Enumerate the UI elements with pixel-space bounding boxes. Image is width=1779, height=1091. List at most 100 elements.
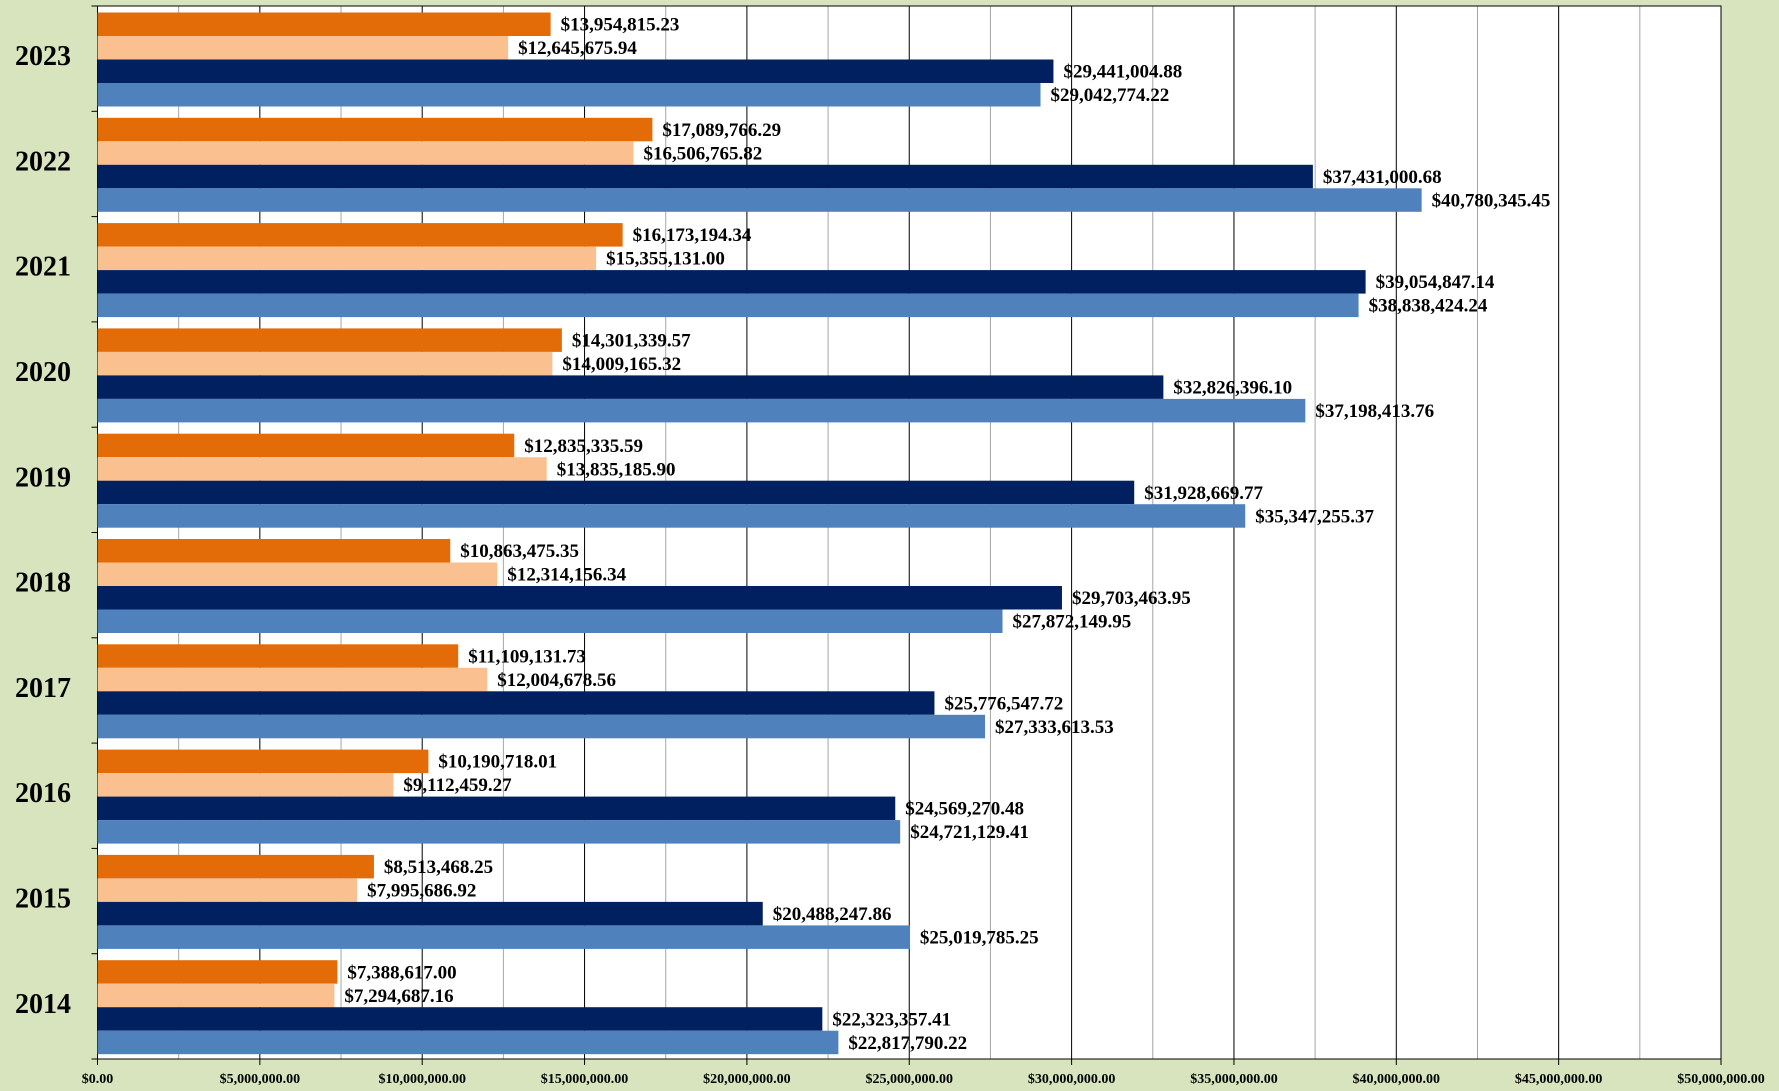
- value-label: $25,019,785.25: [920, 928, 1039, 949]
- y-tick-label: 2018: [15, 568, 71, 599]
- bar: [97, 164, 1313, 189]
- bar: [97, 796, 896, 821]
- y-tick-label: 2019: [15, 462, 71, 493]
- value-label: $10,863,475.35: [460, 541, 579, 562]
- y-tick-label: 2022: [15, 146, 71, 177]
- value-label: $7,995,686.92: [367, 881, 476, 902]
- x-tick-label: $30,000,000.00: [1028, 1072, 1116, 1087]
- y-tick-label: 2017: [15, 673, 71, 704]
- bar: [97, 480, 1135, 505]
- value-label: $12,835,335.59: [524, 436, 643, 457]
- value-label: $13,835,185.90: [557, 459, 676, 480]
- bar: [97, 983, 335, 1008]
- bar: [97, 188, 1422, 212]
- x-tick-label: $5,000,000.00: [220, 1072, 301, 1087]
- x-tick-label: $0.00: [82, 1072, 114, 1087]
- bar: [97, 1030, 839, 1055]
- value-label: $14,009,165.32: [562, 354, 681, 375]
- bar: [97, 246, 597, 271]
- bar: [97, 270, 1366, 294]
- value-label: $8,513,468.25: [384, 857, 493, 878]
- bar: [97, 398, 1306, 423]
- bar: [97, 609, 1003, 633]
- x-tick-label: $50,000,000.00: [1677, 1072, 1765, 1087]
- x-tick-label: $35,000,000.00: [1190, 1072, 1278, 1087]
- value-label: $9,112,459.27: [403, 775, 512, 796]
- y-tick-label: 2016: [15, 778, 71, 809]
- value-label: $29,703,463.95: [1072, 588, 1191, 609]
- x-tick-label: $20,000,000.00: [703, 1072, 791, 1087]
- bar: [97, 854, 374, 879]
- value-label: $27,872,149.95: [1013, 612, 1132, 633]
- value-label: $24,569,270.48: [905, 799, 1024, 820]
- value-label: $11,109,131.73: [468, 646, 586, 667]
- y-tick-label: 2014: [15, 989, 71, 1020]
- bar: [97, 562, 498, 586]
- bar: [97, 539, 451, 563]
- value-label: $17,089,766.29: [662, 120, 781, 141]
- bar: [97, 293, 1359, 318]
- bar: [97, 433, 515, 458]
- value-label: $31,928,669.77: [1144, 483, 1263, 504]
- value-label: $12,314,156.34: [507, 565, 626, 586]
- bar: [97, 586, 1062, 610]
- bar: [97, 644, 459, 668]
- value-label: $7,388,617.00: [347, 962, 456, 983]
- value-label: $29,441,004.88: [1063, 62, 1182, 83]
- value-label: $15,355,131.00: [606, 249, 725, 270]
- value-label: $22,817,790.22: [848, 1033, 967, 1054]
- y-tick-label: 2020: [15, 357, 71, 388]
- bar: [97, 1007, 823, 1031]
- bar: [97, 328, 562, 352]
- x-tick-label: $15,000,000.00: [541, 1072, 629, 1087]
- bar: [97, 820, 901, 844]
- value-label: $40,780,345.45: [1432, 190, 1551, 211]
- value-label: $10,190,718.01: [438, 752, 557, 773]
- bar: [97, 749, 429, 774]
- x-tick-label: $25,000,000.00: [866, 1072, 954, 1087]
- value-label: $37,431,000.68: [1323, 167, 1442, 188]
- bar: [97, 223, 623, 247]
- value-label: $16,173,194.34: [633, 225, 752, 246]
- bar: [97, 83, 1041, 107]
- bar: [97, 878, 358, 902]
- value-label: $12,645,675.94: [518, 38, 637, 59]
- bar: [97, 901, 763, 926]
- bar: [97, 351, 553, 376]
- value-label: $29,042,774.22: [1051, 85, 1170, 106]
- bar: [97, 667, 488, 692]
- value-label: $32,826,396.10: [1173, 378, 1292, 399]
- bar: [97, 504, 1246, 528]
- bar: [97, 457, 547, 481]
- bar: [97, 141, 634, 165]
- bar: [97, 960, 338, 984]
- y-tick-label: 2023: [15, 41, 71, 72]
- value-label: $16,506,765.82: [643, 143, 762, 164]
- value-label: $38,838,424.24: [1369, 296, 1488, 317]
- value-label: $22,323,357.41: [832, 1009, 951, 1030]
- value-label: $20,488,247.86: [773, 904, 892, 925]
- x-tick-label: $45,000,000.00: [1515, 1072, 1603, 1087]
- bar: [97, 691, 935, 715]
- value-label: $7,294,687.16: [344, 986, 453, 1007]
- x-tick-label: $10,000,000.00: [378, 1072, 466, 1087]
- bar: [97, 375, 1164, 399]
- bar: [97, 36, 509, 60]
- value-label: $39,054,847.14: [1376, 272, 1495, 293]
- bar: [97, 59, 1054, 83]
- bar: [97, 714, 986, 739]
- x-tick-label: $40,000,000.00: [1353, 1072, 1441, 1087]
- value-label: $25,776,547.72: [944, 693, 1063, 714]
- value-label: $35,347,255.37: [1255, 506, 1374, 527]
- value-label: $14,301,339.57: [572, 331, 691, 352]
- value-label: $13,954,815.23: [561, 15, 680, 36]
- bar: [97, 12, 551, 36]
- value-label: $24,721,129.41: [910, 822, 1029, 843]
- value-label: $12,004,678.56: [497, 670, 616, 691]
- value-label: $37,198,413.76: [1315, 401, 1434, 422]
- bar: [97, 925, 910, 949]
- y-tick-label: 2021: [15, 252, 71, 283]
- value-label: $27,333,613.53: [995, 717, 1114, 738]
- y-tick-label: 2015: [15, 883, 71, 914]
